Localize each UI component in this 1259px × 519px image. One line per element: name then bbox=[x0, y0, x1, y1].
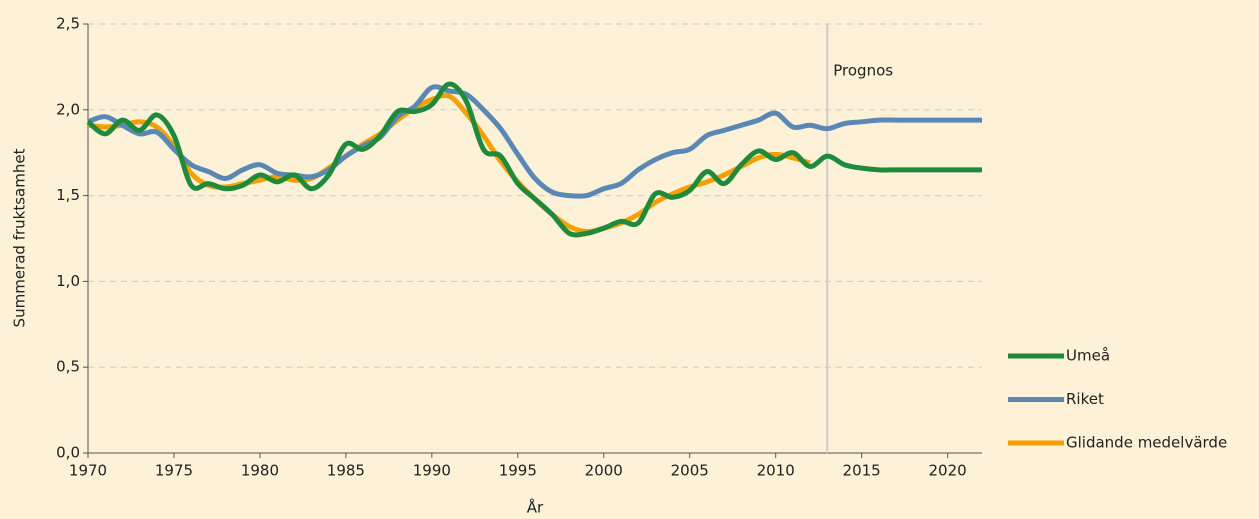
x-tick-label: 2010 bbox=[757, 462, 795, 480]
y-tick-label: 2,0 bbox=[56, 100, 80, 118]
x-tick-label: 1990 bbox=[413, 462, 451, 480]
x-tick-label: 1995 bbox=[499, 462, 537, 480]
y-tick-label: 0,5 bbox=[56, 358, 80, 376]
legend-label: Umeå bbox=[1066, 347, 1110, 365]
x-tick-label: 2020 bbox=[929, 462, 967, 480]
series-line bbox=[87, 84, 982, 199]
x-tick-label: 1970 bbox=[69, 462, 107, 480]
x-tick-label: 1975 bbox=[155, 462, 193, 480]
legend-label: Glidande medelvärde bbox=[1066, 434, 1227, 452]
x-tick-label: 2005 bbox=[671, 462, 709, 480]
x-tick-label: 2015 bbox=[843, 462, 881, 480]
y-tick-label: 0,0 bbox=[56, 444, 80, 462]
y-tick-label: 2,5 bbox=[56, 15, 80, 33]
annotation: Prognos bbox=[833, 62, 893, 80]
x-axis-label: År bbox=[527, 498, 544, 517]
y-tick-label: 1,5 bbox=[56, 186, 80, 204]
x-tick-label: 1980 bbox=[241, 462, 279, 480]
series-line bbox=[86, 81, 982, 238]
x-tick-label: 2000 bbox=[585, 462, 623, 480]
x-tick-label: 1985 bbox=[327, 462, 365, 480]
legend-label: Riket bbox=[1066, 390, 1104, 408]
y-axis-label: Summerad fruktsamhet bbox=[11, 148, 29, 327]
y-tick-label: 1,0 bbox=[56, 272, 80, 290]
